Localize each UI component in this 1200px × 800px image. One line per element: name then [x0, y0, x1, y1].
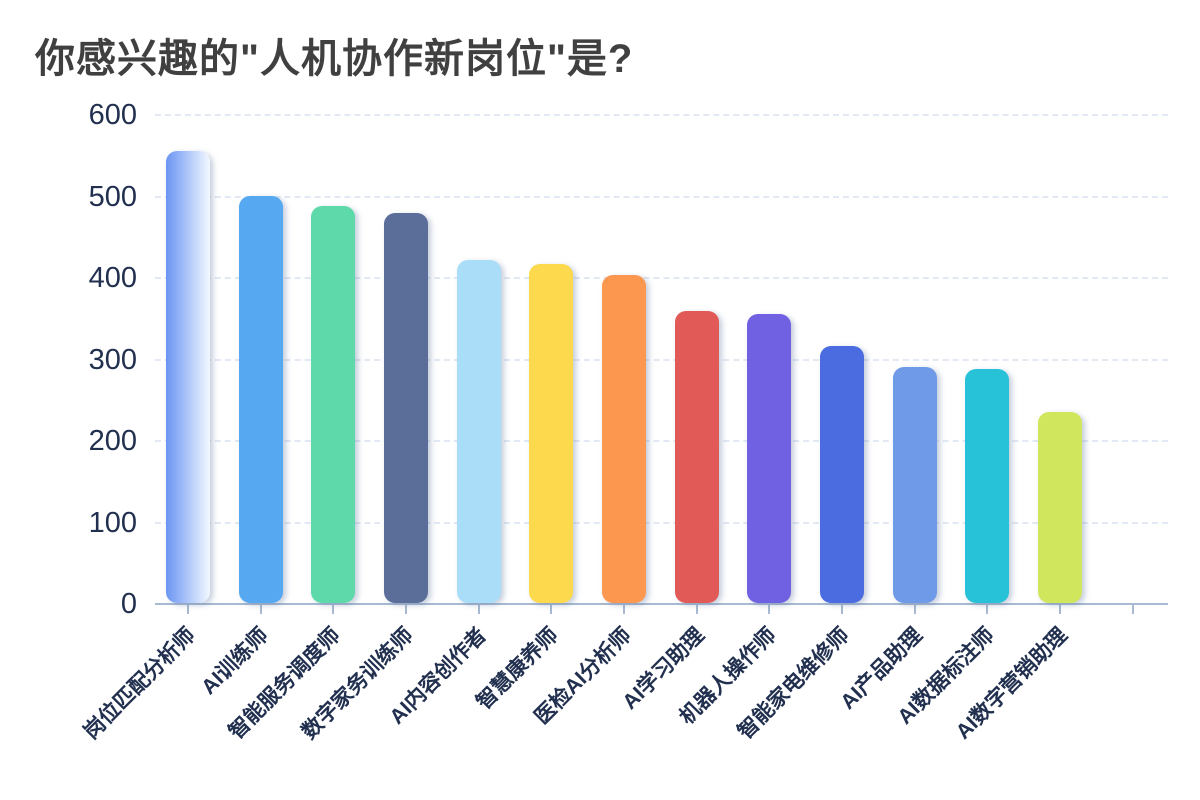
- y-axis-tick-label: 600: [88, 99, 137, 131]
- y-axis-tick-label: 500: [88, 180, 137, 213]
- gridline: [155, 195, 1168, 198]
- x-axis-tick: [768, 605, 771, 614]
- gridline: [155, 521, 1168, 524]
- x-axis-tick: [550, 605, 553, 614]
- x-axis-tick: [1131, 605, 1134, 614]
- gridline: [155, 114, 1168, 116]
- bar: [238, 195, 283, 603]
- bar: [602, 275, 647, 603]
- bar: [529, 263, 574, 603]
- bar: [747, 314, 792, 603]
- x-axis-tick: [695, 605, 698, 614]
- y-axis-tick-label: 200: [88, 425, 137, 457]
- y-axis-tick-label: 0: [120, 588, 137, 620]
- x-axis-tick: [332, 605, 335, 614]
- x-axis-tick: [986, 605, 989, 614]
- bar: [892, 366, 937, 603]
- x-axis-tick: [1059, 605, 1062, 614]
- gridline: [155, 440, 1168, 442]
- y-axis-tick-label: 100: [88, 506, 137, 539]
- gridline: [155, 277, 1168, 279]
- bar: [166, 150, 210, 603]
- bar: [1038, 412, 1083, 603]
- bar: [820, 346, 865, 603]
- x-axis-tick: [405, 605, 407, 614]
- bar: [384, 212, 428, 603]
- chart-title: 你感兴趣的"人机协作新岗位"是?: [35, 37, 634, 81]
- y-axis-tick-label: 400: [88, 262, 137, 294]
- bar: [965, 369, 1010, 603]
- y-axis-tick-label: 300: [88, 343, 137, 376]
- bar: [311, 206, 356, 603]
- x-axis-tick: [477, 605, 480, 614]
- bar: [674, 311, 719, 603]
- x-axis-tick: [259, 605, 262, 614]
- x-axis-line: [155, 603, 1168, 605]
- x-axis-tick: [623, 605, 626, 614]
- x-axis-tick: [187, 605, 189, 614]
- x-axis-tick: [841, 605, 844, 614]
- bar: [456, 259, 501, 603]
- gridline: [155, 358, 1168, 361]
- x-axis-tick: [913, 605, 916, 614]
